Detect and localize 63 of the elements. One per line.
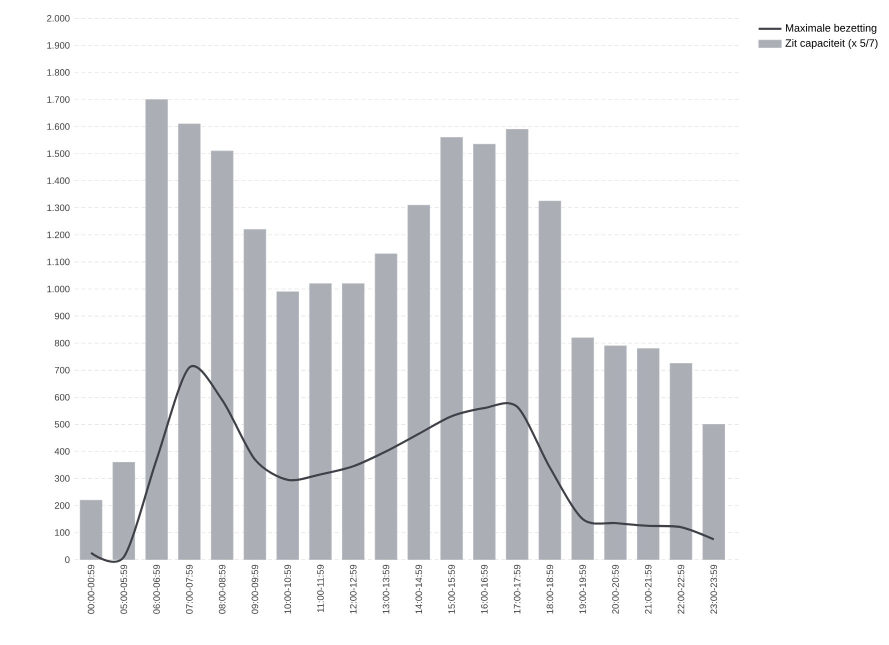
y-tick-label: 400: [54, 448, 70, 455]
y-tick-label: 1.900: [47, 42, 70, 49]
y-tick-label: 1.400: [47, 177, 70, 184]
bar: [473, 144, 496, 560]
bar: [506, 129, 528, 560]
y-tick-label: 500: [54, 421, 70, 428]
bar: [702, 424, 726, 560]
x-tick-label: 15:00-15:59: [448, 564, 455, 614]
x-tick-label: 11:00-11:59: [317, 564, 324, 612]
x-tick-label: 21:00-21:59: [644, 564, 652, 614]
bar: [80, 500, 102, 560]
bar: [538, 200, 562, 560]
y-tick-label: 700: [54, 366, 70, 374]
bar: [440, 137, 463, 560]
bar: [276, 291, 299, 560]
bar: [604, 346, 627, 560]
x-tick-label: 08:00-08:59: [218, 564, 226, 614]
x-tick-label: 07:00-07:59: [186, 564, 193, 614]
x-tick-label: 05:00-05:59: [120, 564, 128, 614]
x-tick-label: 16:00-16:59: [481, 564, 488, 614]
y-tick-label: 1.800: [47, 69, 70, 76]
y-tick-label: 300: [54, 475, 70, 482]
bar: [342, 283, 365, 560]
x-tick-label: 12:00-12:59: [350, 564, 357, 614]
x-tick-label: 17:00-17:59: [514, 564, 520, 614]
bar: [210, 150, 234, 560]
x-tick-label: 18:00-18:59: [546, 564, 554, 614]
bar: [112, 462, 136, 560]
y-tick-label: 600: [54, 394, 70, 401]
x-tick-label: 22:00-22:59: [678, 564, 684, 614]
y-tick-label: 2.000: [47, 15, 70, 22]
y-tick-label: 200: [54, 502, 70, 509]
y-tick-label: 0: [65, 556, 70, 563]
bar: [408, 204, 430, 560]
x-tick-label: 06:00-06:59: [153, 564, 160, 614]
x-tick-label: 09:00-09:59: [252, 564, 258, 614]
x-tick-label: 23:00-23:59: [710, 564, 718, 614]
bar: [636, 348, 660, 560]
y-tick-label: 1.100: [47, 258, 70, 266]
bar: [145, 99, 168, 560]
y-tick-label: 100: [55, 529, 70, 536]
y-tick-label: 900: [54, 312, 70, 320]
x-tick-label: 13:00-13:59: [382, 564, 390, 614]
bar: [571, 337, 594, 560]
y-tick-label: 1.000: [47, 286, 70, 292]
y-tick-label: 1.200: [47, 232, 70, 238]
legend-label: Maximale bezetting: [786, 24, 876, 34]
legend-label: Zit capaciteit (x 5/7): [785, 38, 878, 49]
bar: [309, 283, 332, 560]
y-tick-label: 1.300: [47, 204, 70, 212]
bar: [244, 229, 266, 560]
x-tick-label: 19:00-19:59: [579, 564, 586, 614]
x-tick-label: 20:00-20:59: [612, 564, 619, 614]
bar: [670, 363, 692, 560]
x-tick-label: 00:00-00:59: [88, 564, 94, 614]
y-tick-label: 1.700: [47, 96, 70, 103]
y-tick-label: 1.500: [47, 150, 70, 157]
x-tick-label: 10:00-10:59: [284, 564, 292, 614]
y-tick-label: 800: [54, 340, 70, 346]
x-tick-label: 14:00-14:59: [416, 564, 422, 614]
y-tick-label: 1.600: [47, 123, 70, 130]
bar: [374, 254, 398, 560]
bar: [178, 124, 201, 560]
